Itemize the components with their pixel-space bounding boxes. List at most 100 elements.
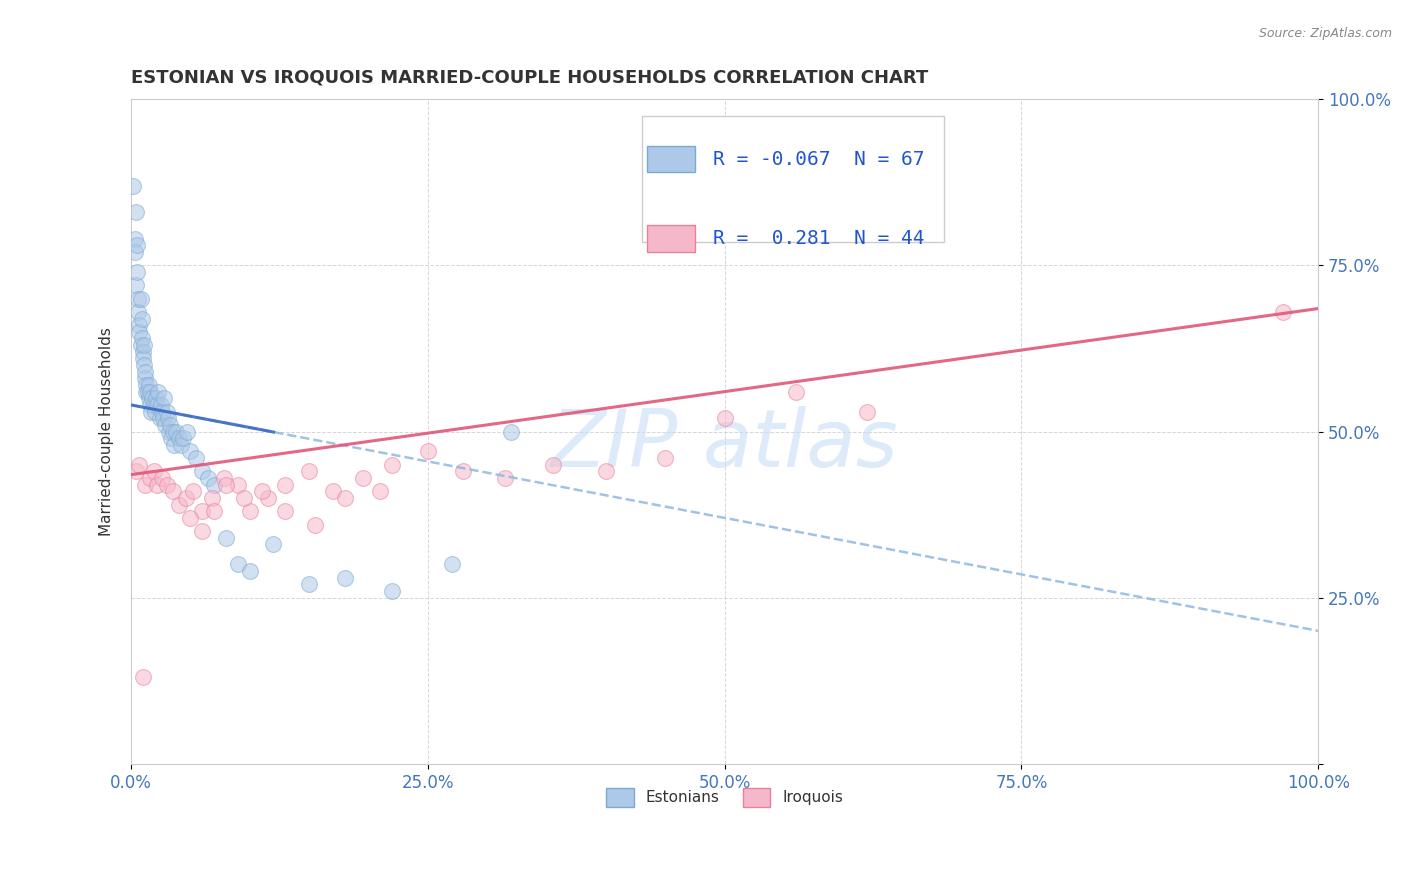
Point: [134, 371, 156, 385]
Bar: [648, 226, 695, 252]
Point: [128, 318, 150, 333]
Point: [239, 504, 262, 518]
Point: [179, 511, 201, 525]
Text: ESTONIAN VS IROQUOIS MARRIED-COUPLE HOUSEHOLDS CORRELATION CHART: ESTONIAN VS IROQUOIS MARRIED-COUPLE HOUS…: [131, 69, 928, 87]
Point: [142, 464, 165, 478]
Point: [150, 471, 173, 485]
Point: [381, 584, 404, 599]
Point: [122, 178, 145, 193]
Point: [125, 464, 148, 478]
Text: R = -0.067  N = 67: R = -0.067 N = 67: [713, 150, 924, 169]
Point: [129, 292, 152, 306]
Point: [541, 458, 564, 472]
Point: [191, 504, 214, 518]
Y-axis label: Married-couple Households: Married-couple Households: [100, 327, 114, 536]
Point: [141, 404, 163, 418]
Point: [416, 444, 439, 458]
Point: [125, 278, 148, 293]
Point: [141, 391, 163, 405]
Point: [132, 338, 155, 352]
Point: [125, 265, 148, 279]
Point: [153, 391, 176, 405]
Point: [136, 384, 159, 399]
Point: [128, 325, 150, 339]
Point: [167, 431, 190, 445]
Point: [191, 524, 214, 539]
Point: [127, 305, 149, 319]
Point: [155, 417, 177, 432]
Text: R =  0.281  N = 44: R = 0.281 N = 44: [713, 229, 924, 248]
Point: [226, 558, 249, 572]
Point: [127, 292, 149, 306]
Point: [202, 477, 225, 491]
Point: [298, 577, 321, 591]
FancyBboxPatch shape: [641, 116, 945, 242]
Point: [157, 425, 180, 439]
Point: [124, 245, 146, 260]
Point: [201, 491, 224, 505]
Point: [181, 484, 204, 499]
Point: [440, 558, 463, 572]
Point: [163, 438, 186, 452]
Point: [132, 351, 155, 366]
Point: [239, 564, 262, 578]
Point: [167, 498, 190, 512]
Point: [149, 398, 172, 412]
Point: [131, 311, 153, 326]
Point: [370, 484, 392, 499]
Point: [212, 471, 235, 485]
Point: [595, 464, 617, 478]
Point: [202, 504, 225, 518]
Point: [162, 484, 184, 499]
Point: [135, 384, 157, 399]
Point: [132, 344, 155, 359]
Point: [139, 398, 162, 412]
Point: [134, 477, 156, 491]
Point: [162, 425, 184, 439]
Point: [1271, 305, 1294, 319]
Point: [256, 491, 278, 505]
Point: [304, 517, 326, 532]
Point: [179, 444, 201, 458]
Point: [453, 464, 475, 478]
Point: [135, 378, 157, 392]
Text: ZIP atlas: ZIP atlas: [551, 406, 898, 483]
Point: [156, 477, 179, 491]
Point: [333, 491, 356, 505]
Point: [174, 491, 197, 505]
Point: [128, 458, 150, 472]
Point: [129, 338, 152, 352]
Point: [152, 411, 174, 425]
Point: [856, 404, 879, 418]
Point: [148, 411, 170, 425]
Point: [170, 438, 193, 452]
Point: [274, 477, 297, 491]
Point: [250, 484, 273, 499]
Point: [172, 431, 194, 445]
Point: [131, 331, 153, 345]
Point: [333, 571, 356, 585]
Point: [146, 398, 169, 412]
Point: [160, 431, 183, 445]
Point: [125, 205, 148, 219]
Point: [156, 411, 179, 425]
Point: [274, 504, 297, 518]
Point: [352, 471, 374, 485]
Legend: Estonians, Iroquois: Estonians, Iroquois: [600, 781, 849, 813]
Point: [139, 471, 162, 485]
Point: [298, 464, 321, 478]
Point: [145, 391, 167, 405]
Point: [124, 232, 146, 246]
Point: [215, 531, 238, 545]
Point: [654, 451, 676, 466]
Text: Source: ZipAtlas.com: Source: ZipAtlas.com: [1258, 27, 1392, 40]
Point: [165, 425, 187, 439]
Point: [499, 425, 522, 439]
Point: [132, 670, 155, 684]
Point: [785, 384, 807, 399]
Point: [138, 378, 160, 392]
Point: [322, 484, 344, 499]
Point: [146, 477, 169, 491]
Point: [138, 391, 160, 405]
Point: [215, 477, 238, 491]
